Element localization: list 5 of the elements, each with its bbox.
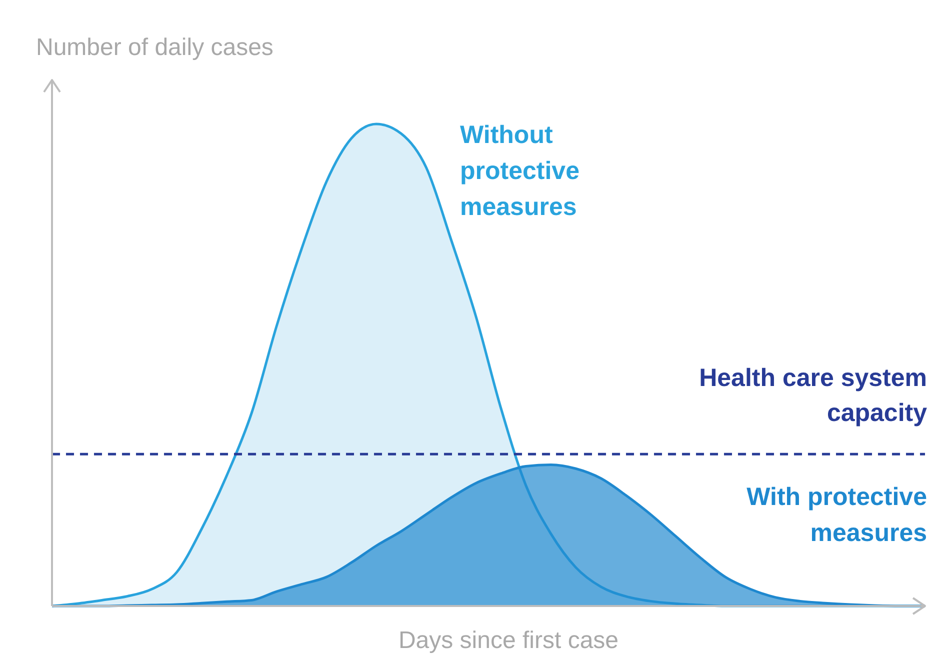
ref-line-label: Health care system capacity <box>699 364 928 428</box>
x-axis-title: Days since first case <box>398 627 619 654</box>
series-label: Without protective measures <box>460 121 580 221</box>
y-axis-title: Number of daily cases <box>36 34 274 61</box>
series-label: With protective measures <box>746 483 928 547</box>
